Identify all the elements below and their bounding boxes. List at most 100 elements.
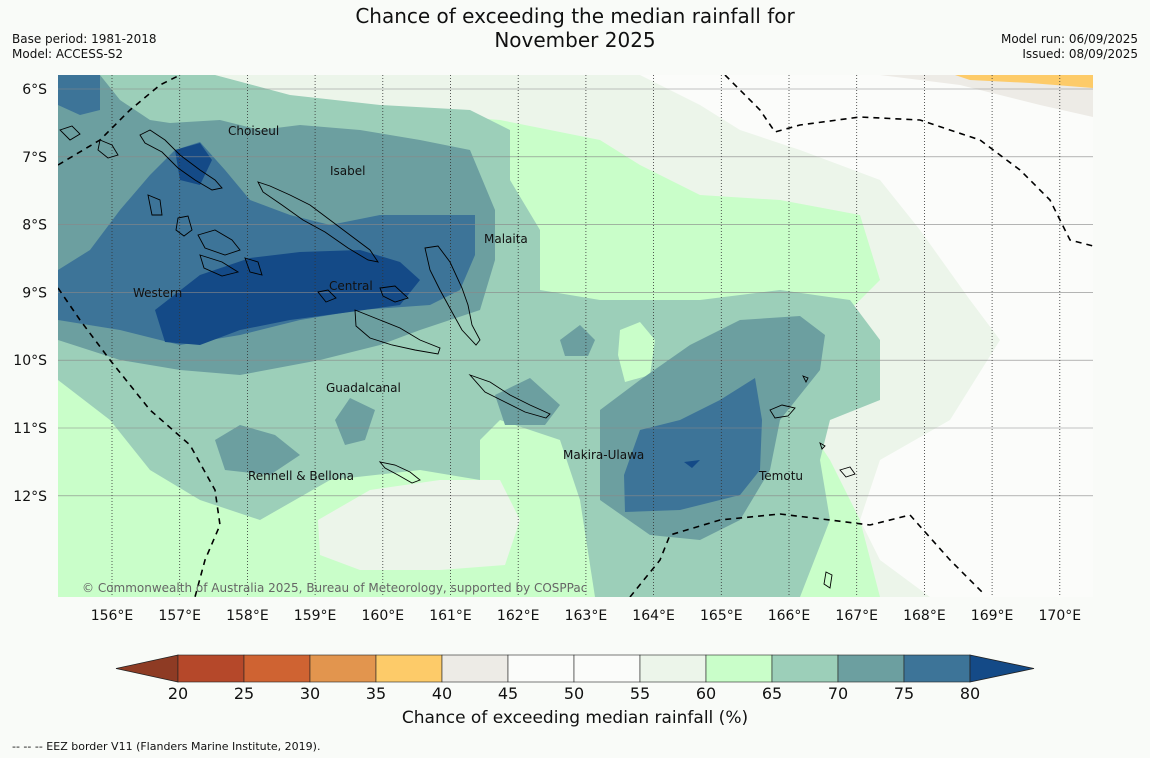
island-central-shape <box>317 285 409 303</box>
colorbar-segment <box>375 654 443 683</box>
latitude-labels: 6°S 7°S 8°S 9°S 10°S 11°S 12°S <box>13 82 47 505</box>
eez-east <box>724 75 1093 247</box>
band-55-60-east <box>215 75 1093 597</box>
colorbar-tick-label: 20 <box>168 684 188 703</box>
eez-southwest <box>58 287 221 597</box>
colorbar-tick-label: 70 <box>828 684 848 703</box>
colorbar-title: Chance of exceeding median rainfall (%) <box>401 708 749 728</box>
colorbar-tick-label: 45 <box>498 684 518 703</box>
colorbar: 20 25 30 35 40 45 50 55 60 65 70 75 80 <box>115 654 1035 703</box>
colorbar-arrow-low <box>115 654 179 683</box>
lat-label: 11°S <box>13 421 47 437</box>
colorbar-tick-label: 55 <box>630 684 650 703</box>
copyright-notice: © Commonwealth of Australia 2025, Bureau… <box>82 581 587 595</box>
lon-label: 167°E <box>835 608 878 624</box>
lon-label: 160°E <box>362 608 405 624</box>
label-makira: Makira-Ulawa <box>563 448 644 462</box>
lat-label: 7°S <box>22 150 47 166</box>
lat-label: 8°S <box>22 218 47 234</box>
colorbar-segment <box>177 654 245 683</box>
colorbar-segment <box>837 654 905 683</box>
lon-label: 157°E <box>158 608 201 624</box>
colorbar-segment <box>639 654 707 683</box>
band-70-75-patch3 <box>335 398 375 445</box>
band-80-plus-dot <box>684 460 700 468</box>
eez-south <box>629 513 986 597</box>
label-central: Central <box>329 279 373 293</box>
eez-borders <box>58 75 1093 597</box>
issued-date: Issued: 08/09/2025 <box>1022 47 1138 61</box>
label-isabel: Isabel <box>330 164 365 178</box>
model-run: Model run: 06/09/2025 <box>1000 32 1138 46</box>
lat-label: 9°S <box>22 285 47 301</box>
colorbar-tick-label: 25 <box>234 684 254 703</box>
lon-label: 158°E <box>226 608 269 624</box>
island-shortland-shape <box>59 125 119 159</box>
band-35-40-ne <box>955 75 1093 88</box>
colorbar-tick-label: 65 <box>762 684 782 703</box>
band-50-55-east <box>640 75 1093 597</box>
island-choiseul-shape <box>139 129 223 191</box>
island-isabel-shape <box>257 181 379 263</box>
band-75-80-nw <box>58 75 100 115</box>
colorbar-segment <box>573 654 641 683</box>
band-55-60-sw <box>318 480 520 570</box>
lat-label: 6°S <box>22 82 47 98</box>
colorbar-segment <box>243 654 311 683</box>
gridlines <box>58 75 1093 597</box>
band-60-65-gap2 <box>618 322 655 382</box>
colorbar-segment <box>903 654 971 683</box>
colorbar-arrow-high <box>969 654 1035 683</box>
label-malaita: Malaita <box>484 232 528 246</box>
lat-label: 12°S <box>13 489 47 505</box>
band-45-50-ne <box>880 75 1093 117</box>
island-small-se <box>823 571 833 589</box>
colorbar-segment <box>507 654 575 683</box>
lon-label: 161°E <box>429 608 472 624</box>
label-choiseul: Choiseul <box>228 124 279 138</box>
coastlines <box>59 125 856 589</box>
island-guadalcanal-shape <box>354 309 441 355</box>
colorbar-tick-label: 75 <box>894 684 914 703</box>
island-newgeorgia-shape <box>175 215 263 277</box>
lon-label: 164°E <box>632 608 675 624</box>
band-80-plus-small <box>175 143 212 185</box>
band-75-80-se <box>624 378 762 512</box>
title-line-1: Chance of exceeding the median rainfall … <box>355 4 795 28</box>
label-guadalcanal: Guadalcanal <box>326 381 401 395</box>
island-rennell-shape <box>378 461 421 484</box>
lon-label: 156°E <box>91 608 134 624</box>
colorbar-segment <box>705 654 773 683</box>
map-panel <box>58 75 1093 597</box>
eez-west <box>58 75 181 166</box>
island-malaita-shape <box>424 245 481 346</box>
band-70-75-patch2 <box>495 378 560 425</box>
colorbar-tick-label: 35 <box>366 684 386 703</box>
lon-label: 166°E <box>768 608 811 624</box>
colorbar-tick-label: 30 <box>300 684 320 703</box>
lon-label: 170°E <box>1039 608 1082 624</box>
band-70-75-patch4 <box>215 425 300 475</box>
meta-left: Base period: 1981-2018 Model: ACCESS-S2 <box>12 32 157 62</box>
label-rennell: Rennell & Bellona <box>248 469 354 483</box>
lon-label: 168°E <box>903 608 946 624</box>
lon-label: 159°E <box>294 608 337 624</box>
colorbar-tick-label: 40 <box>432 684 452 703</box>
island-santacruz-shape <box>769 375 856 478</box>
title-line-2: November 2025 <box>494 28 656 52</box>
label-temotu: Temotu <box>758 469 803 483</box>
colorbar-tick-label: 50 <box>564 684 584 703</box>
lon-label: 162°E <box>497 608 540 624</box>
island-makira-shape <box>468 374 551 419</box>
label-western: Western <box>133 286 182 300</box>
island-vella-shape <box>147 194 163 216</box>
lon-label: 163°E <box>565 608 608 624</box>
lon-label: 165°E <box>700 608 743 624</box>
lat-label: 10°S <box>13 353 47 369</box>
colorbar-segment <box>309 654 377 683</box>
longitude-labels: 156°E 157°E 158°E 159°E 160°E 161°E 162°E 163°E… <box>91 608 1081 624</box>
model-name: Model: ACCESS-S2 <box>12 47 124 61</box>
map-title: Chance of exceeding the median rainfall … <box>0 4 1150 52</box>
colorbar-segment <box>441 654 509 683</box>
